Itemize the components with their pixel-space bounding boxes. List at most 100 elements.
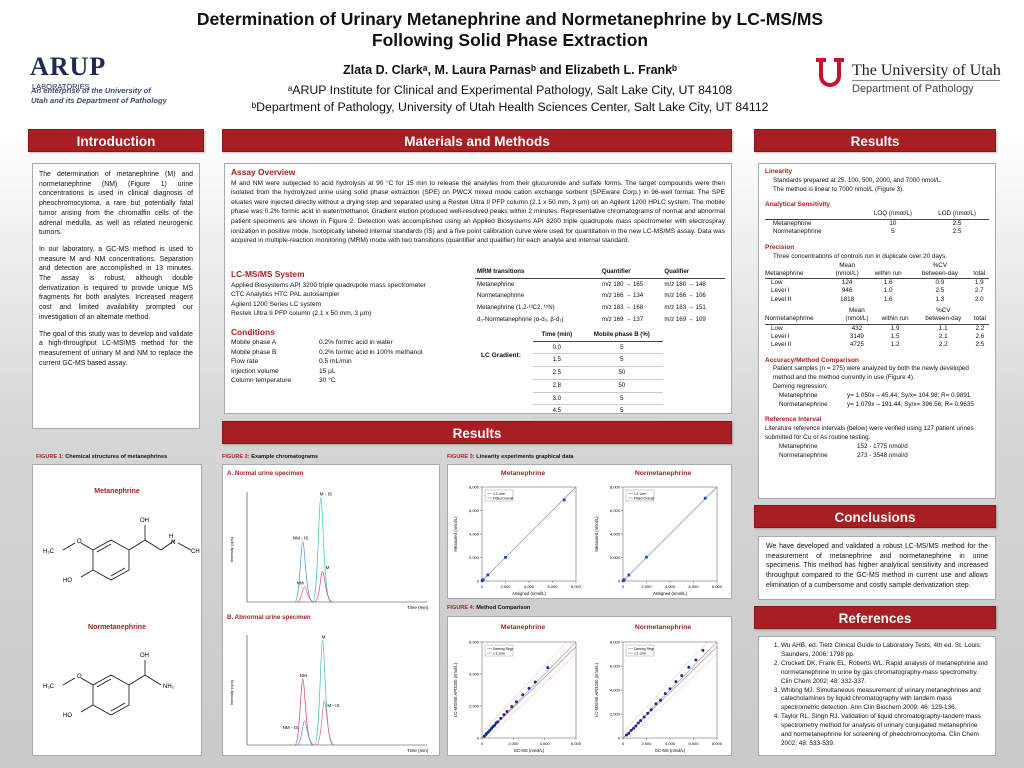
x-tick-label: 0 xyxy=(622,741,625,746)
chrom-peak xyxy=(296,720,315,746)
arup-tagline: An enterprise of the University of Utah … xyxy=(31,86,167,105)
lcms-system-heading: LC-MS/MS System xyxy=(231,269,305,279)
data-point xyxy=(533,680,537,684)
sensitivity-cell: 2.5 xyxy=(952,219,962,227)
precision-header-cell xyxy=(765,307,839,315)
gradient-row: 1.5 5 xyxy=(533,353,663,368)
gradient-row: 4.5 5 xyxy=(533,404,663,418)
mrm-cell: m/z 166 → 134 xyxy=(601,292,644,300)
chrom-peak-label: M - IS xyxy=(327,703,339,708)
sensitivity-header-cell: LOQ (nmol/L) xyxy=(860,210,926,220)
precision-cell: 1.9 xyxy=(974,279,984,287)
precision-header-cell: total xyxy=(970,315,989,325)
gradient-row: 2.8 50 xyxy=(533,379,663,393)
data-point xyxy=(674,680,678,684)
x-axis-label: Assigned (nmol/L) xyxy=(512,591,546,596)
x-tick-label: 8,000 xyxy=(712,741,723,746)
y-tick-label: 4,000 xyxy=(469,672,480,677)
regression-line xyxy=(622,646,718,739)
chrom-peak-label: NM - IS xyxy=(283,725,299,730)
legend-label: 1:1 Line xyxy=(634,652,646,656)
precision-header-cell: within run xyxy=(874,315,916,325)
x-axis-label: GC-MS (nmol/L) xyxy=(514,748,545,753)
normal-chromatogram: Intensity (cps) Time (min) M - IS NM - IS M N… xyxy=(229,492,429,611)
chrom-peak-label: NM xyxy=(300,673,307,678)
chrom-peak-label: NM - IS xyxy=(293,536,309,541)
conditions-heading: Conditions xyxy=(231,326,275,337)
reference-item: Crockett DK, Frank EL, Roberts WL. Rapid… xyxy=(781,660,989,687)
mrm-header-cell: Qualifier xyxy=(662,266,725,279)
data-point xyxy=(632,726,636,730)
ci-line xyxy=(628,653,718,739)
precision-header-cell: within run xyxy=(866,269,911,280)
svg-text:H₃C: H₃C xyxy=(43,549,55,555)
section-results-middle: Results xyxy=(222,421,732,444)
ref-metanephrine: Metanephrine 152 - 1775 nmol/d xyxy=(779,442,908,450)
precision-header-cell: Mean xyxy=(849,307,865,315)
data-point xyxy=(694,658,698,662)
x-tick-label: 6,000 xyxy=(688,741,699,746)
precision-cell: 2.5 xyxy=(935,287,945,295)
sensitivity-header-cell: LOD (nmol/L) xyxy=(925,210,989,220)
precision-header-cell: between-day xyxy=(910,269,970,280)
y-tick-label: 0 xyxy=(477,579,480,584)
ci-line xyxy=(487,653,577,739)
y-tick-label: 6,000 xyxy=(469,640,480,645)
svg-text:N: N xyxy=(171,540,175,546)
introduction-panel: The determination of metanephrine (M) an… xyxy=(32,163,200,429)
data-point xyxy=(627,573,631,577)
precision-metanephrine-table: Mean %CV Metanephrine (nmol/L) within run bet… xyxy=(765,262,989,304)
y-tick-label: 6,000 xyxy=(610,664,621,669)
arup-logo: ARUP LABORATORIES xyxy=(30,52,107,91)
precision-cell: Level I xyxy=(771,332,790,340)
university-of-utah-logo: The University of Utah Department of Pat… xyxy=(812,56,1002,98)
y-tick-label: 0 xyxy=(618,579,621,584)
gradient-cell: 1.5 xyxy=(533,353,581,368)
gradient-header-row: Time (min) Mobile phase B (%) xyxy=(533,329,663,342)
precision-header-cell: %CV xyxy=(936,307,951,315)
figure-1-caption: FIGURE 1: Chemical structures of metanep… xyxy=(36,454,168,460)
gradient-cell: 2.5 xyxy=(533,366,581,380)
precision-cell: 2.6 xyxy=(975,332,985,340)
mrm-cell: m/z 166 → 106 xyxy=(664,292,706,300)
conclusions-panel: We have developed and validated a robust… xyxy=(758,536,996,600)
chrom-peak xyxy=(294,541,314,603)
chrom-peak xyxy=(312,497,332,603)
lcms-system-list: Applied Biosystems API 3200 triple quadr… xyxy=(231,281,471,319)
precision-cell: 1.1 xyxy=(938,324,948,332)
section-results-right: Results xyxy=(754,129,996,152)
svg-text:O: O xyxy=(77,674,82,680)
deming-label: Deming regression: xyxy=(773,382,828,390)
condition-cell: 30 °C xyxy=(319,377,336,385)
precision-header-cell xyxy=(765,262,828,270)
data-point xyxy=(521,693,525,697)
poster-title: Determination of Urinary Metanephrine an… xyxy=(196,9,824,50)
precision-heading: Precision xyxy=(765,243,795,251)
condition-cell: 0.2% formic acid in water xyxy=(319,339,393,347)
mrm-cell: m/z 183 → 151 xyxy=(664,304,706,312)
precision-cell: 2.0 xyxy=(974,295,984,303)
section-references: References xyxy=(754,606,996,629)
y-axis-label: Measured (nmol/L) xyxy=(453,516,458,552)
svg-text:H₃C: H₃C xyxy=(43,684,55,690)
linearity-text-1: Standards prepared at 25, 100, 500, 2000… xyxy=(773,176,943,184)
system-line: Agilent 1200 Series LC system xyxy=(231,300,322,308)
precision-cell: Level II xyxy=(771,341,792,349)
normetanephrine-structure: OH NH₂ O H₃C HO xyxy=(43,653,175,719)
y-tick-label: 8,000 xyxy=(610,640,621,645)
chrom-peak xyxy=(316,700,335,746)
comparison-metanephrine-chart: 0 2,000 4,000 6,000 0 2,000 4,000 6,000 GC-MS (n… xyxy=(453,640,582,754)
abnormal-specimen-label: B. Abnormal urine specimen xyxy=(227,614,311,621)
chrom-y-label: Intensity (cps) xyxy=(229,536,234,562)
section-conclusions: Conclusions xyxy=(754,505,996,528)
data-point xyxy=(629,728,633,732)
ci-line xyxy=(481,641,567,733)
y-tick-label: 8,000 xyxy=(610,485,621,490)
mrm-cell: Normetanephrine xyxy=(477,292,525,300)
ref-normetanephrine: Normetanephrine 273 - 3548 nmol/d xyxy=(779,451,908,459)
mrm-row: Normetanephrine m/z 166 → 134 m/z 166 → 10… xyxy=(475,290,725,302)
gradient-header-cell: Mobile phase B (%) xyxy=(580,329,663,342)
affiliations: ᵃARUP Institute for Clinical and Experim… xyxy=(251,83,769,114)
y-tick-label: 4,000 xyxy=(610,688,621,693)
